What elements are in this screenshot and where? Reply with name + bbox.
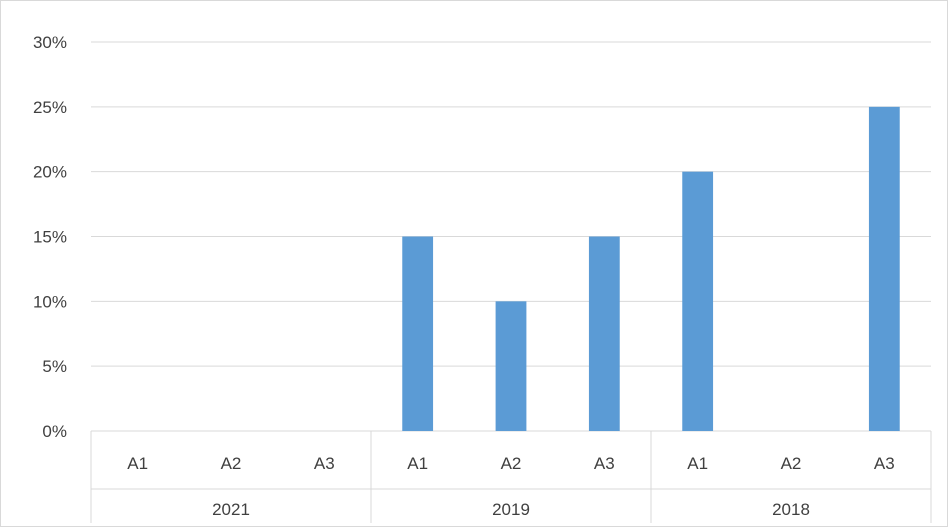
- y-axis-tick-labels: 0% 5% 10% 15% 20% 25% 30%: [33, 33, 67, 441]
- x-category-label: A3: [594, 454, 615, 473]
- x-category-label: A2: [221, 454, 242, 473]
- x-group-label: 2019: [492, 500, 530, 519]
- bars: [402, 106, 900, 431]
- y-tick-label: 20%: [33, 163, 67, 182]
- bar-2018-A1: [682, 171, 714, 431]
- y-tick-label: 25%: [33, 98, 67, 117]
- x-category-label: A1: [127, 454, 148, 473]
- y-tick-label: 5%: [42, 357, 67, 376]
- bar-2019-A1: [402, 236, 434, 431]
- bar-2019-A2: [495, 301, 527, 431]
- y-tick-label: 15%: [33, 228, 67, 247]
- y-tick-label: 0%: [42, 422, 67, 441]
- x-category-label: A2: [781, 454, 802, 473]
- y-tick-label: 30%: [33, 33, 67, 52]
- x-group-label: 2021: [212, 500, 250, 519]
- x-group-label: 2018: [772, 500, 810, 519]
- x-category-label: A1: [687, 454, 708, 473]
- bar-2018-A3: [868, 106, 900, 431]
- x-category-label: A1: [407, 454, 428, 473]
- x-category-label: A3: [314, 454, 335, 473]
- x-category-label: A2: [501, 454, 522, 473]
- bar-2019-A3: [588, 236, 620, 431]
- x-category-label: A3: [874, 454, 895, 473]
- y-tick-label: 10%: [33, 292, 67, 311]
- x-axis: A1 A2 A3 2021 A1 A2 A3 2019 A1 A2 A3 2018: [90, 431, 932, 523]
